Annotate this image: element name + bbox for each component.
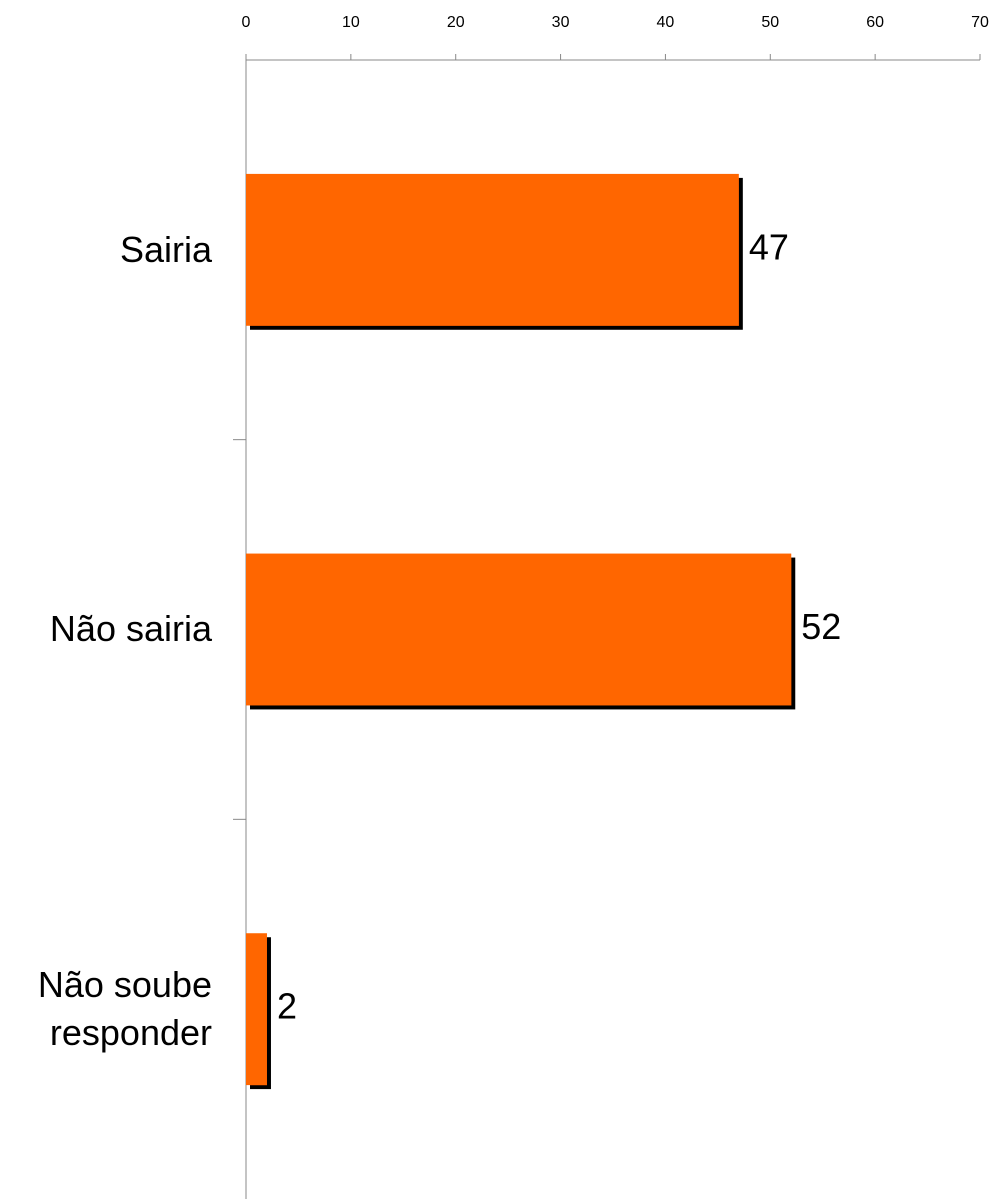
value-label: 52 bbox=[801, 606, 841, 647]
x-tick-label: 20 bbox=[447, 14, 465, 31]
x-tick-label: 40 bbox=[657, 14, 675, 31]
category-label: Sairia bbox=[0, 60, 212, 440]
x-tick-label: 50 bbox=[761, 14, 779, 31]
category-label: Não sairia bbox=[0, 440, 212, 820]
bar bbox=[246, 173, 739, 326]
x-tick-label: 70 bbox=[971, 14, 989, 31]
x-tick-label: 60 bbox=[866, 14, 884, 31]
category-text: Não sairia bbox=[49, 608, 212, 650]
bar bbox=[246, 933, 267, 1086]
category-text: Sairia bbox=[119, 228, 212, 270]
value-label: 2 bbox=[277, 986, 297, 1027]
bar bbox=[246, 553, 792, 706]
category-label: Não soube responder bbox=[0, 819, 212, 1199]
x-tick-label: 10 bbox=[342, 14, 360, 31]
category-text: Não soube responder bbox=[37, 964, 212, 1054]
value-label: 47 bbox=[749, 226, 789, 267]
x-tick-label: 30 bbox=[552, 14, 570, 31]
x-tick-label: 0 bbox=[242, 14, 251, 31]
